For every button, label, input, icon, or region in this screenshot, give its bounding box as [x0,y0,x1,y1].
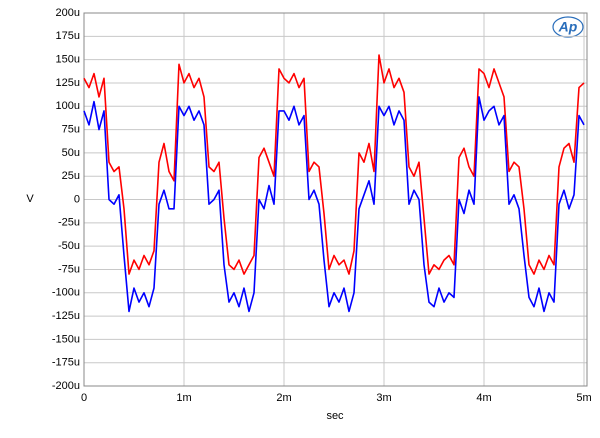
x-tick-label: 5m [576,392,591,404]
y-tick-label: 150u [56,54,80,66]
y-tick-label: -75u [58,263,80,275]
y-tick-label: -25u [58,217,80,229]
y-tick-label: 200u [56,7,80,19]
x-tick-label: 1m [176,392,191,404]
y-tick-label: 75u [62,123,80,135]
y-tick-label: -200u [52,380,80,392]
y-tick-label: 100u [56,100,80,112]
x-tick-label: 3m [376,392,391,404]
series-line [83,54,585,275]
y-tick-label: -50u [58,240,80,252]
y-tick-label: -125u [52,310,80,322]
x-tick-label: 4m [476,392,491,404]
logo: Ap [558,19,578,35]
y-tick-label: 50u [62,147,80,159]
y-tick-label: 0 [74,193,80,205]
x-axis-label: sec [326,410,344,422]
y-tick-label: -175u [52,357,80,369]
y-tick-label: 175u [56,30,80,42]
x-tick-label: 2m [276,392,291,404]
y-tick-label: 125u [56,77,80,89]
series-line [83,96,585,313]
y-tick-label: -100u [52,287,80,299]
x-tick-label: 0 [81,392,87,404]
y-tick-label: -150u [52,333,80,345]
y-axis-label: V [26,193,34,205]
y-tick-label: 25u [62,170,80,182]
logo-ring [552,16,584,38]
plot-frame [83,12,588,387]
